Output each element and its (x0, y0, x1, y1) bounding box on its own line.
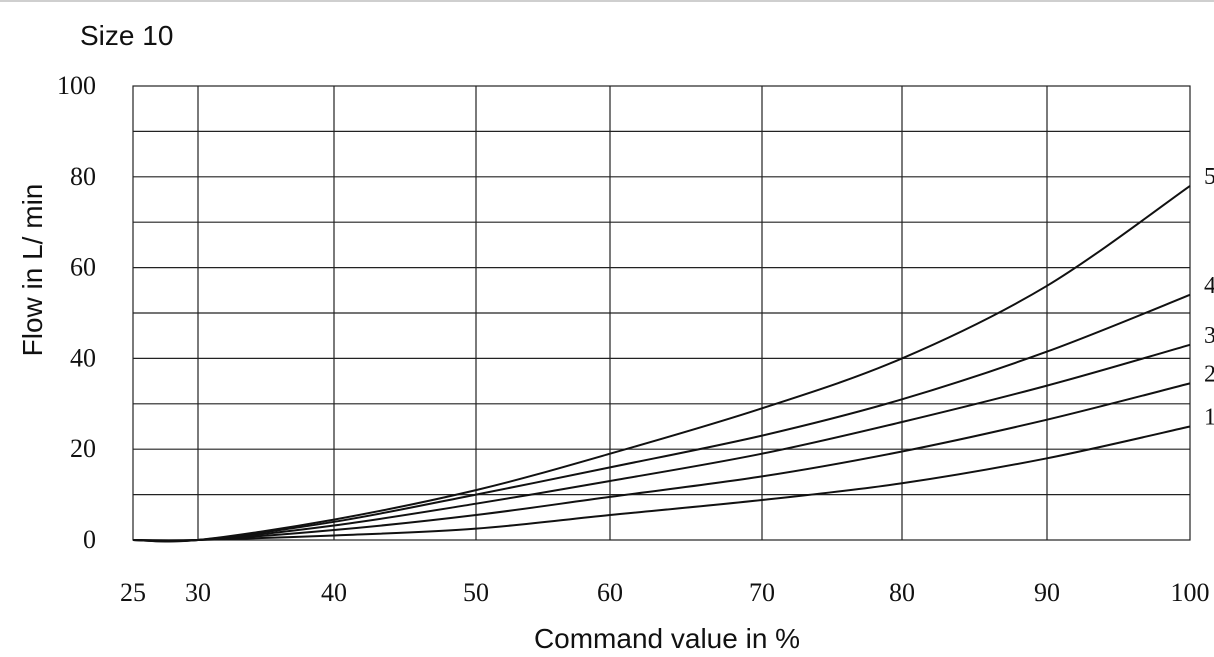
series-labels: 1 2 3 4 5 (1204, 164, 1214, 431)
y-tick-label: 60 (70, 253, 96, 282)
series-label-4: 4 (1204, 273, 1214, 299)
x-tick-label: 40 (321, 578, 347, 607)
series-label-2: 2 (1204, 361, 1214, 387)
series-curve-3 (132, 343, 1191, 543)
series-curve-1 (132, 425, 1191, 542)
series-curve-4 (132, 293, 1191, 543)
chart-title: Size 10 (80, 20, 173, 51)
x-tick-label: 60 (597, 578, 623, 607)
tick-labels: 25 30 40 50 60 70 80 90 100 0 20 40 60 80 100 (57, 71, 1210, 607)
x-tick-label: 90 (1034, 578, 1060, 607)
x-tick-label: 30 (185, 578, 211, 607)
y-tick-label: 20 (70, 434, 96, 463)
series-label-5: 5 (1204, 164, 1214, 190)
series-label-3: 3 (1204, 323, 1214, 349)
series-label-1: 1 (1204, 405, 1214, 431)
series-curve-5 (132, 185, 1191, 543)
y-tick-label: 80 (70, 162, 96, 191)
x-axis-label: Command value in % (534, 623, 800, 654)
x-tick-label: 25 (120, 578, 146, 607)
y-tick-label: 0 (83, 525, 96, 554)
grid (132, 85, 1191, 541)
x-tick-label: 70 (749, 578, 775, 607)
series-curves (132, 185, 1191, 543)
y-tick-label: 100 (57, 71, 96, 100)
y-tick-label: 40 (70, 343, 96, 372)
x-tick-label: 80 (889, 578, 915, 607)
series-curve-2 (132, 382, 1191, 542)
x-tick-label: 50 (463, 578, 489, 607)
x-tick-label: 100 (1171, 578, 1210, 607)
y-axis-label: Flow in L/ min (17, 184, 48, 357)
